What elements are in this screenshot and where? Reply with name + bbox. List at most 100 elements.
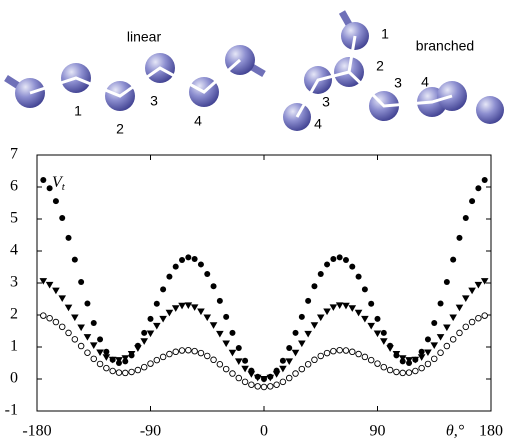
point [431,356,437,362]
bond-label: 2 [376,58,384,74]
y-tick-label: 0 [10,370,18,387]
point [204,353,210,359]
point [216,331,224,338]
point [311,283,317,289]
point [463,215,469,221]
point [330,256,336,262]
point [324,350,330,356]
point [317,315,325,322]
point [248,371,256,378]
y-tick-label: 5 [10,210,18,227]
point [66,235,72,241]
point [324,261,330,267]
point [268,384,274,390]
point [173,349,179,355]
point [59,324,65,330]
point [204,271,210,277]
point [475,185,481,191]
point [103,354,111,361]
point [229,350,237,357]
point [230,371,236,377]
point [356,274,362,280]
point [456,305,464,312]
point [46,282,54,289]
point [312,357,318,363]
point [122,370,128,376]
point [394,369,400,375]
plot-frame [37,155,491,411]
point [185,302,193,309]
point [222,340,230,347]
point [173,264,179,270]
point [343,348,349,354]
point [443,324,451,331]
point [462,295,470,302]
point [211,357,217,363]
point [337,254,343,260]
point [374,331,382,338]
point [438,350,444,356]
point [84,334,92,341]
point [104,365,110,371]
point [178,303,186,310]
point [273,371,281,378]
point [311,322,319,329]
point [78,279,84,285]
point [72,337,78,343]
point [375,361,381,367]
point [59,215,65,221]
point [159,316,167,323]
point [337,347,343,353]
point [236,375,242,381]
point [192,348,198,354]
point [179,257,185,263]
point [280,358,286,364]
point [236,345,242,351]
point [84,300,90,306]
point [72,257,78,263]
point [431,320,437,326]
point [444,343,450,349]
y-tick-label: -1 [5,402,18,419]
point [413,368,419,374]
point [342,303,350,310]
point [330,304,338,311]
point [299,314,305,320]
point [482,177,488,183]
point [368,301,374,307]
point [450,337,456,343]
point [482,313,488,319]
point [129,369,135,375]
point [147,331,155,338]
point [160,286,166,292]
point [449,315,457,322]
point [419,365,425,371]
point [368,357,374,363]
point [457,330,463,336]
point [367,323,375,330]
page: {"diagrams": [ {"title": "linear", "labe… [0,0,511,443]
y-tick-label: 1 [10,338,18,355]
bond-label: 3 [150,93,158,109]
point [343,257,349,263]
point [293,330,299,336]
point [444,279,450,285]
bond-label: 3 [394,75,402,91]
point [468,288,476,295]
point [217,298,223,304]
point [255,384,261,390]
point [141,364,147,370]
point [229,330,235,336]
x-tick-label: -180 [22,423,51,440]
point [197,308,205,315]
point [331,348,337,354]
diagram-title: linear [127,29,162,45]
point [217,361,223,367]
point [91,356,97,362]
point [425,336,431,342]
y-tick-label: 7 [10,146,18,163]
x-axis-label: θ,° [446,423,465,440]
point [192,256,198,262]
point [336,302,344,309]
bond-label: 4 [421,74,429,90]
